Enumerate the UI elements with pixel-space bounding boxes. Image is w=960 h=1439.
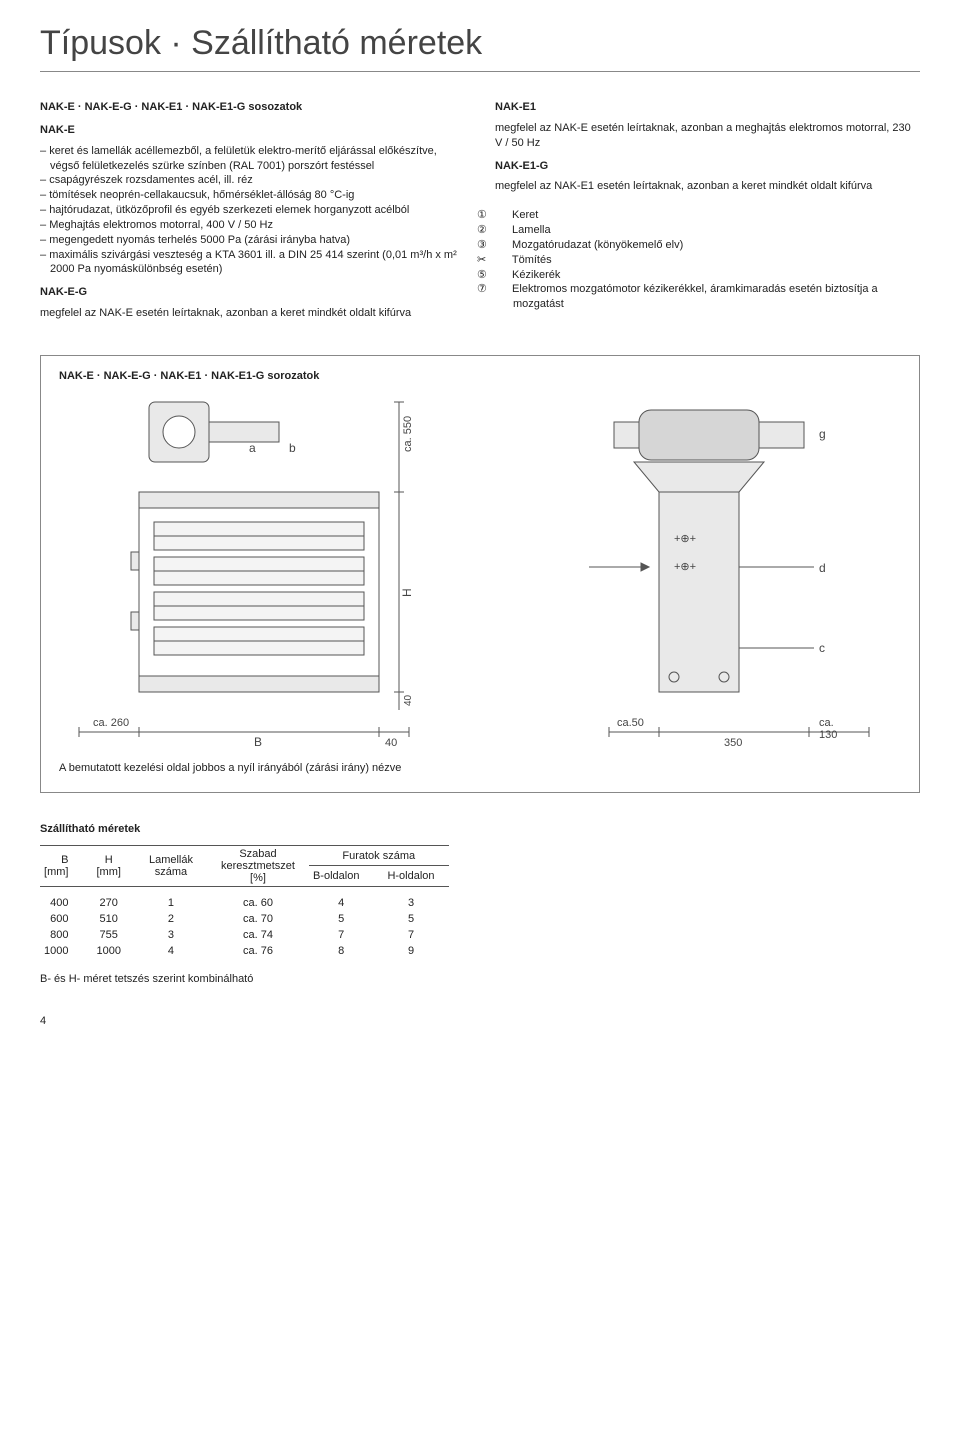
table-cell: 270 [82,886,134,911]
nake-bullet: megengedett nyomás terhelés 5000 Pa (zár… [40,233,465,248]
legend-item: ⑤ Kézikerék [495,268,920,283]
sizes-heading: Szállítható méretek [40,823,920,835]
nake-bullet: csapágyrészek rozsdamentes acél, ill. ré… [40,173,465,188]
svg-text:d: d [819,561,826,575]
svg-text:H: H [400,588,414,597]
nake-bullets: keret és lamellák acéllemezből, a felüle… [40,144,465,278]
legend-item: ① Keret [495,208,920,223]
table-row: 8007553ca. 7477 [40,927,449,943]
table-row: 100010004ca. 7689 [40,943,449,959]
sizes-note: B- és H- méret tetszés szerint kombinálh… [40,973,920,985]
col-H: H[mm] [82,845,134,886]
table-cell: ca. 76 [207,943,309,959]
table-row: 6005102ca. 7055 [40,911,449,927]
legend-item: ③ Mozgatórudazat (könyökemelő elv) [495,238,920,253]
legend-item: ⑦ Elektromos mozgatómotor kézikerékkel, … [495,282,920,312]
nake-bullet: hajtórudazat, ütközőprofil és egyéb szer… [40,203,465,218]
table-cell: 800 [40,927,82,943]
svg-text:350: 350 [724,737,742,749]
table-cell: 4 [309,886,373,911]
table-cell: 8 [309,943,373,959]
table-cell: 400 [40,886,82,911]
diagram-box: NAK-E · NAK-E-G · NAK-E1 · NAK-E1-G soro… [40,355,920,793]
svg-text:b: b [289,441,296,455]
svg-text:ca.50: ca.50 [617,717,644,729]
table-cell: 7 [309,927,373,943]
svg-text:ca. 550: ca. 550 [402,416,414,452]
nake-bullet: keret és lamellák acéllemezből, a felüle… [40,144,465,174]
nake1g-head: NAK-E1-G [495,159,920,174]
table-cell: 600 [40,911,82,927]
table-cell: 4 [135,943,207,959]
svg-text:c: c [819,641,825,655]
table-cell: 3 [135,927,207,943]
svg-text:g: g [819,427,826,441]
nake1g-text: megfelel az NAK-E1 esetén leírtaknak, az… [495,179,920,194]
description-columns: NAK-E · NAK-E-G · NAK-E1 · NAK-E1-G soso… [40,100,920,327]
col-B: B[mm] [40,845,82,886]
diagram-caption: A bemutatott kezelési oldal jobbos a nyí… [59,762,901,774]
col-bside: B-oldalon [309,866,373,887]
legend-list: ① Keret② Lamella③ Mozgatórudazat (könyök… [495,208,920,312]
table-cell: 7 [373,927,448,943]
svg-text:+⊕+: +⊕+ [674,533,696,545]
side-diagram: g +⊕+ +⊕+ d [519,392,919,752]
nakeg-text: megfelel az NAK-E esetén leírtaknak, azo… [40,306,465,321]
col-hside: H-oldalon [373,866,448,887]
table-cell: ca. 60 [207,886,309,911]
nake-head: NAK-E [40,123,465,138]
table-cell: 1 [135,886,207,911]
title-rule [40,71,920,72]
nake-bullet: maximális szivárgási veszteség a KTA 360… [40,248,465,278]
svg-text:ca. 260: ca. 260 [93,717,129,729]
svg-text:a: a [249,441,256,455]
svg-text:B: B [254,735,262,749]
table-cell: 510 [82,911,134,927]
nake-bullet: Meghajtás elektromos motorral, 400 V / 5… [40,218,465,233]
page-title: Típusok · Szállítható méretek [40,24,920,63]
series-subhead: NAK-E · NAK-E-G · NAK-E1 · NAK-E1-G soso… [40,100,465,115]
sizes-table: B[mm] H[mm] Lamellákszáma Szabadkeresztm… [40,845,449,959]
col-free: Szabadkeresztmetszet[%] [207,845,309,886]
nake1-head: NAK-E1 [495,100,920,115]
table-cell: 5 [309,911,373,927]
svg-text:ca.: ca. [819,717,834,729]
left-column: NAK-E · NAK-E-G · NAK-E1 · NAK-E1-G soso… [40,100,465,327]
table-cell: 1000 [82,943,134,959]
table-cell: 1000 [40,943,82,959]
table-cell: 3 [373,886,448,911]
diagram-row: a b ca. 550 [59,392,901,752]
right-column: NAK-E1 megfelel az NAK-E esetén leírtakn… [495,100,920,327]
nake-bullet: tömítések neoprén-cellakaucsuk, hőmérsék… [40,188,465,203]
diagram-box-title: NAK-E · NAK-E-G · NAK-E1 · NAK-E1-G soro… [59,370,901,382]
col-holes: Furatok száma [309,845,449,866]
nake1-text: megfelel az NAK-E esetén leírtaknak, azo… [495,121,920,151]
table-cell: 9 [373,943,448,959]
legend-item: ② Lamella [495,223,920,238]
table-cell: 755 [82,927,134,943]
col-lamellae: Lamellákszáma [135,845,207,886]
page-number: 4 [40,1015,920,1027]
table-cell: ca. 74 [207,927,309,943]
svg-text:+⊕+: +⊕+ [674,561,696,573]
table-cell: 5 [373,911,448,927]
table-cell: ca. 70 [207,911,309,927]
nakeg-head: NAK-E-G [40,285,465,300]
svg-text:40: 40 [403,694,414,706]
svg-text:130: 130 [819,729,837,741]
svg-text:40: 40 [385,737,397,749]
front-diagram: a b ca. 550 [59,392,479,752]
table-row: 4002701ca. 6043 [40,886,449,911]
table-cell: 2 [135,911,207,927]
legend-item: ✂ Tömítés [495,253,920,268]
